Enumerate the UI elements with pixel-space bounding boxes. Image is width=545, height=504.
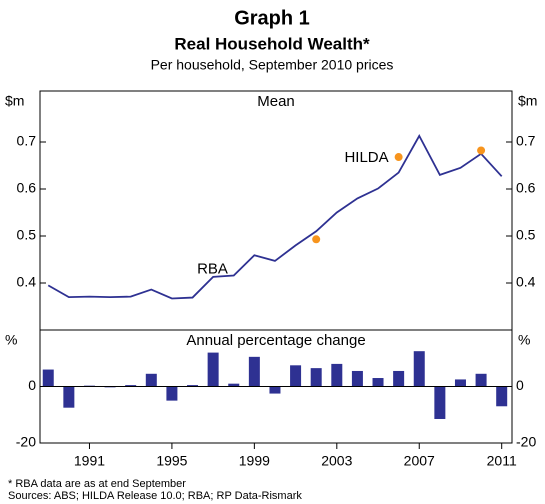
bar: [269, 386, 281, 394]
y-tick-label: 0.4: [17, 274, 37, 290]
series-label: HILDA: [344, 149, 388, 166]
y-unit: $m: [5, 93, 24, 109]
bar: [393, 370, 405, 387]
line: [47, 134, 503, 300]
bar: [63, 386, 75, 408]
bar: [228, 383, 240, 387]
bar: [207, 352, 219, 387]
bar: [310, 368, 322, 387]
y2-tick-label: -20: [516, 434, 536, 450]
bar: [42, 369, 54, 387]
bar: [145, 373, 157, 387]
y2-tick-label: 0.6: [516, 180, 536, 196]
x-tick-label: 2003: [321, 453, 352, 469]
bar: [413, 351, 425, 387]
point: [312, 235, 321, 244]
bar: [125, 385, 137, 387]
y-tick-label: 0.6: [17, 180, 37, 196]
bar: [434, 386, 446, 419]
bar: [248, 356, 260, 387]
x-tick-label: 1995: [156, 453, 187, 469]
chart-note: Per household, September 2010 prices: [151, 57, 394, 73]
bar: [187, 385, 199, 387]
chart-subtitle: Real Household Wealth*: [174, 34, 370, 53]
panel-frame: [39, 90, 513, 331]
y2-tick-label: 0.5: [516, 227, 536, 243]
series-label: RBA: [197, 261, 228, 278]
bar: [372, 378, 384, 387]
y2-tick-label: 0: [516, 377, 524, 393]
panel-title: Mean: [257, 93, 295, 110]
x-tick-label: 1991: [74, 453, 105, 469]
y-tick-label: 0: [28, 377, 36, 393]
x-tick-label: 1999: [239, 453, 270, 469]
y2-unit: $m: [518, 93, 537, 109]
y2-unit: %: [518, 332, 530, 348]
footnote: * RBA data are as at end September: [8, 478, 186, 490]
chart-title: Graph 1: [234, 7, 310, 29]
point: [477, 146, 486, 155]
bar: [351, 370, 363, 387]
y2-tick-label: 0.4: [516, 274, 536, 290]
bar: [475, 373, 487, 387]
y-tick-label: 0.7: [17, 133, 37, 149]
sources: Sources: ABS; HILDA Release 10.0; RBA; R…: [8, 490, 302, 502]
y-unit: %: [5, 332, 17, 348]
x-tick-label: 2007: [404, 453, 435, 469]
x-tick-label: 2011: [487, 453, 517, 469]
bar: [331, 363, 343, 387]
bar: [454, 379, 466, 387]
panel-title: Annual percentage change: [186, 332, 365, 349]
point: [394, 153, 403, 162]
y2-tick-label: 0.7: [516, 133, 536, 149]
y-tick-label: -20: [16, 434, 36, 450]
bar: [290, 365, 302, 387]
y-tick-label: 0.5: [17, 227, 37, 243]
bar: [496, 386, 508, 407]
bar: [166, 386, 178, 401]
